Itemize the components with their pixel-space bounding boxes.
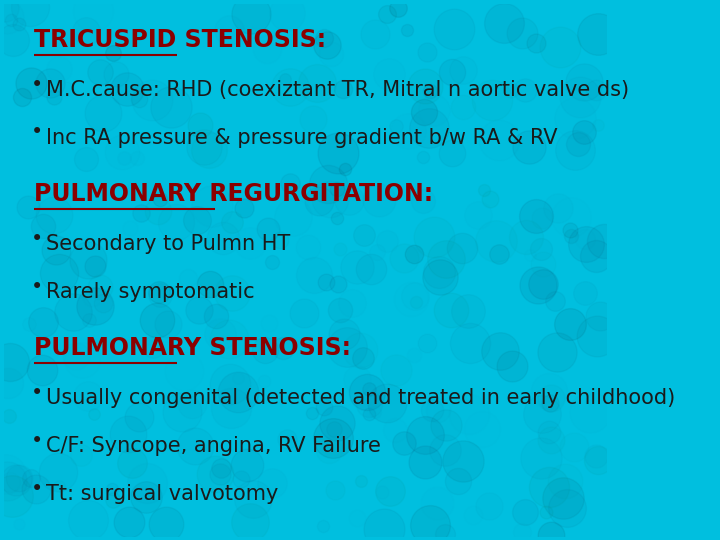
Text: Secondary to Pulmn HT: Secondary to Pulmn HT [46,234,290,254]
Text: Usually congenital (detected and treated in early childhood): Usually congenital (detected and treated… [46,388,675,408]
Text: •: • [31,478,43,498]
Text: •: • [31,229,43,249]
Text: Rarely symptomatic: Rarely symptomatic [46,282,255,302]
Text: •: • [31,123,43,143]
Text: TRICUSPID STENOSIS:: TRICUSPID STENOSIS: [35,28,326,52]
Text: •: • [31,383,43,403]
Text: Tt: surgical valvotomy: Tt: surgical valvotomy [46,484,279,504]
Text: PULMONARY REGURGITATION:: PULMONARY REGURGITATION: [35,182,433,206]
Text: C/F: Syncope, angina, RV Failure: C/F: Syncope, angina, RV Failure [46,436,381,456]
Text: •: • [31,75,43,94]
Text: •: • [31,431,43,451]
Text: M.C.cause: RHD (coexiztant TR, Mitral n aortic valve ds): M.C.cause: RHD (coexiztant TR, Mitral n … [46,80,629,100]
Text: PULMONARY STENOSIS:: PULMONARY STENOSIS: [35,336,351,360]
Text: •: • [31,276,43,296]
Text: Inc RA pressure & pressure gradient b/w RA & RV: Inc RA pressure & pressure gradient b/w … [46,128,558,148]
